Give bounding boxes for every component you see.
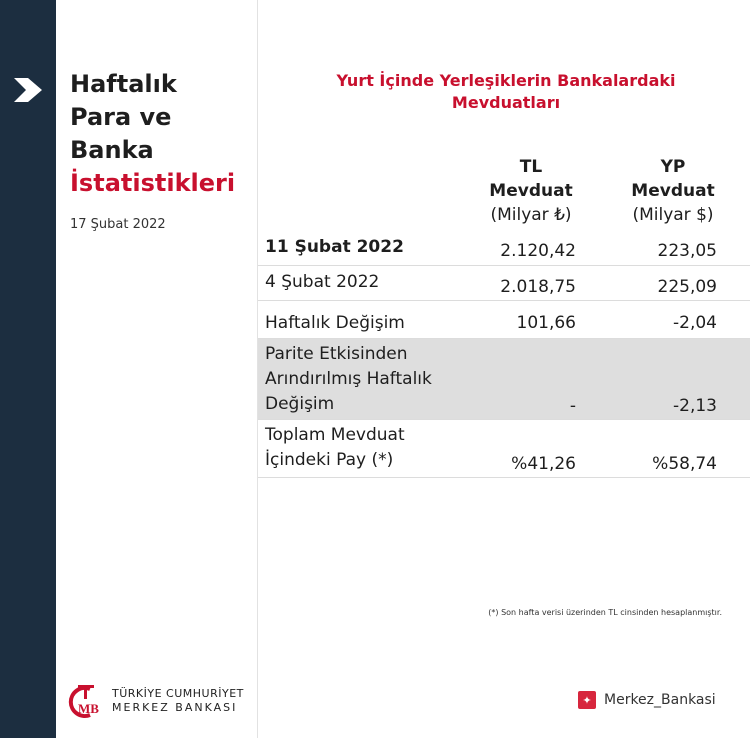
title-line: Banka — [70, 136, 154, 164]
twitter-icon: ✦ — [578, 691, 596, 709]
table-row: Parite Etkisinden Arındırılmış Haftalık … — [258, 339, 750, 420]
yp-value: -2,13 — [673, 396, 717, 416]
svg-text:MB: MB — [78, 701, 99, 716]
label-line: Parite Etkisinden — [265, 344, 408, 364]
title-line: Haftalık — [70, 70, 177, 98]
table-row: Toplam Mevduat İçindeki Pay (*) %41,26 %… — [258, 420, 750, 478]
table-row: Haftalık Değişim 101,66 -2,04 — [258, 301, 750, 339]
table-heading: Yurt İçinde Yerleşiklerin Bankalardaki M… — [262, 70, 750, 114]
column-header-tl: TL Mevduat (Milyar ₺) — [471, 155, 591, 227]
yp-value: %58,74 — [652, 454, 717, 474]
col-unit: (Milyar $) — [632, 205, 714, 225]
column-header-yp: YP Mevduat (Milyar $) — [613, 155, 733, 227]
row-label: Haftalık Değişim — [265, 313, 405, 333]
yp-value: 223,05 — [657, 241, 717, 261]
footnote: (*) Son hafta verisi üzerinden TL cinsin… — [488, 608, 722, 617]
twitter-handle[interactable]: ✦ Merkez_Bankasi — [578, 691, 716, 709]
logo-line: MERKEZ BANKASI — [112, 701, 238, 714]
chevron-right-icon — [14, 78, 42, 102]
page-title: Haftalık Para ve Banka İstatistikleri — [70, 68, 235, 200]
yp-value: 225,09 — [657, 277, 717, 297]
tl-value: 2.018,75 — [500, 277, 576, 297]
heading-line: Mevduatları — [451, 93, 561, 112]
twitter-handle-text: Merkez_Bankasi — [604, 692, 716, 708]
divider — [257, 0, 258, 738]
cbrt-logo: MB TÜRKİYE CUMHURİYET MERKEZ BANKASI — [68, 683, 244, 719]
label-line: Toplam Mevduat — [265, 425, 405, 445]
col-title: TL — [519, 157, 543, 177]
col-title: Mevduat — [489, 181, 573, 201]
label-line: İçindeki Pay (*) — [265, 450, 394, 470]
row-label: Toplam Mevduat İçindeki Pay (*) — [265, 423, 405, 473]
yp-value: -2,04 — [673, 313, 717, 333]
row-label: Parite Etkisinden Arındırılmış Haftalık … — [265, 342, 432, 417]
cbrt-emblem-icon: MB — [68, 685, 99, 718]
sidebar — [0, 0, 56, 738]
title-line: Para ve — [70, 103, 172, 131]
heading-line: Yurt İçinde Yerleşiklerin Bankalardaki — [336, 71, 676, 90]
row-label: 4 Şubat 2022 — [265, 272, 380, 292]
label-line: Arındırılmış Haftalık — [265, 369, 432, 389]
table-row: 11 Şubat 2022 2.120,42 223,05 — [258, 234, 750, 266]
col-unit: (Milyar ₺) — [490, 205, 572, 225]
publication-date: 17 Şubat 2022 — [70, 217, 166, 232]
tl-value: - — [569, 396, 576, 416]
tl-value: 101,66 — [516, 313, 576, 333]
title-line-accent: İstatistikleri — [70, 169, 236, 197]
row-label: 11 Şubat 2022 — [265, 237, 404, 257]
tl-value: 2.120,42 — [500, 241, 576, 261]
logo-line: TÜRKİYE CUMHURİYET — [112, 687, 244, 700]
col-title: YP — [660, 157, 686, 177]
col-title: Mevduat — [631, 181, 715, 201]
table-row: 4 Şubat 2022 2.018,75 225,09 — [258, 266, 750, 301]
tl-value: %41,26 — [511, 454, 576, 474]
label-line: Değişim — [265, 394, 335, 414]
